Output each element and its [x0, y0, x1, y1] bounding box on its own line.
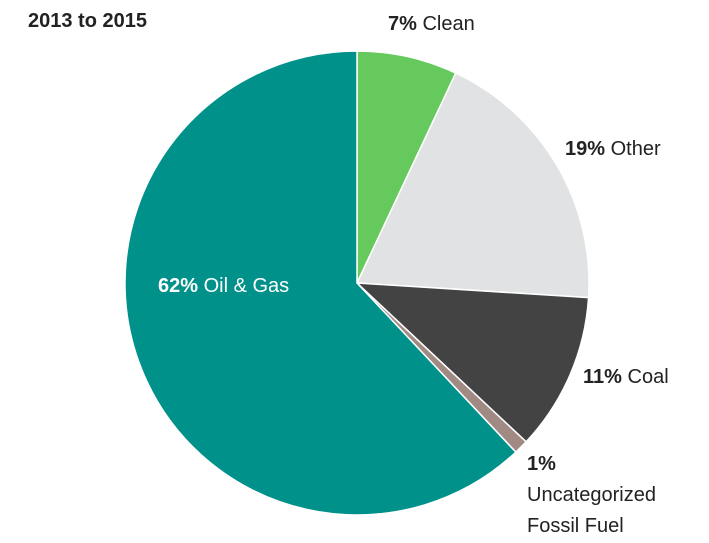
category-label: Oil & Gas [203, 275, 290, 297]
category-label: Other [610, 138, 661, 160]
pie-slice [356, 50, 457, 284]
pie-slice [354, 282, 590, 443]
value-label: 7% [388, 13, 417, 35]
pie-slice [124, 50, 517, 516]
value-label: 19% [565, 138, 606, 160]
slice-label: 62% Oil & Gas [158, 271, 289, 302]
value-label: 11% [583, 366, 622, 388]
pie-slice [355, 72, 590, 299]
category-label: Clean [422, 13, 475, 35]
category-label: Coal [627, 366, 669, 388]
slice-label: 7% Clean [388, 9, 475, 40]
slice-label: 19% Other [565, 134, 661, 165]
slice-label: 11% Coal [583, 362, 669, 393]
category-label: Uncategorized Fossil Fuel [527, 484, 656, 537]
value-label: 62% [158, 275, 199, 297]
slice-label: 1% Uncategorized Fossil Fuel [527, 449, 709, 542]
value-label: 1% [527, 453, 556, 475]
chart-title: 2013 to 2015 [28, 10, 147, 32]
